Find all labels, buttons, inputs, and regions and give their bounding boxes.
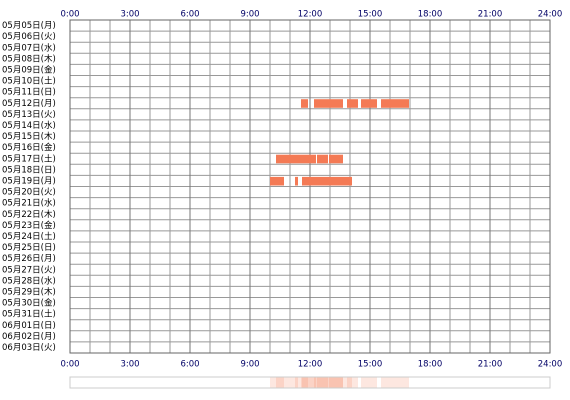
row-label: 05月24日(土) [2, 231, 56, 242]
x-tick-label: 18:00 [418, 360, 443, 370]
row-label: 05月05日(月) [2, 21, 56, 31]
activity-bar [329, 154, 343, 164]
row-label: 05月29日(木) [2, 286, 56, 297]
row-label: 05月15日(木) [2, 131, 56, 142]
x-tick-label: 6:00 [180, 10, 199, 20]
plot-frame [69, 19, 551, 354]
row-label: 05月20日(火) [2, 188, 56, 198]
summary-bar [347, 377, 358, 388]
summary-frame [69, 376, 551, 389]
x-tick-label: 12:00 [298, 10, 323, 20]
summary-bar [270, 377, 284, 388]
summary-bar [302, 377, 352, 388]
row-label: 05月25日(日) [2, 243, 56, 253]
row-label: 05月10日(土) [2, 76, 56, 87]
row-label: 05月13日(火) [2, 110, 56, 120]
activity-bar [361, 99, 377, 108]
activity-bar [381, 99, 409, 108]
summary-bar [361, 377, 377, 388]
row-label: 06月03日(火) [2, 343, 56, 353]
row-label: 05月18日(日) [2, 165, 56, 175]
summary-bar [314, 377, 343, 388]
row-label: 05月07日(水) [2, 42, 56, 53]
row-label: 05月06日(火) [2, 32, 56, 42]
x-tick-label: 9:00 [240, 10, 259, 20]
summary-bar [295, 377, 298, 388]
row-label: 05月27日(火) [2, 265, 56, 275]
row-label: 05月11日(日) [2, 88, 56, 98]
x-tick-label: 9:00 [240, 360, 259, 370]
row-label: 05月28日(水) [2, 275, 56, 286]
summary-bar [329, 377, 343, 388]
summary-bar [276, 377, 316, 388]
activity-bar [317, 154, 328, 164]
x-tick-label: 15:00 [358, 360, 383, 370]
row-label: 05月09日(金) [2, 64, 56, 75]
x-tick-label: 6:00 [180, 360, 199, 370]
x-tick-label: 12:00 [298, 360, 323, 370]
activity-bar [295, 176, 298, 186]
x-tick-label: 0:00 [60, 360, 79, 370]
x-tick-label: 18:00 [418, 10, 443, 20]
row-label: 05月23日(金) [2, 220, 56, 231]
row-label: 05月30日(金) [2, 298, 56, 309]
summary-bar [381, 377, 409, 388]
summary-bar [317, 377, 328, 388]
x-tick-label: 21:00 [478, 10, 503, 20]
row-label: 05月16日(金) [2, 142, 56, 153]
row-label: 05月31日(土) [2, 309, 56, 320]
row-label: 05月12日(月) [2, 99, 56, 109]
row-label: 05月19日(月) [2, 176, 56, 186]
activity-bar [347, 99, 358, 108]
row-label: 06月01日(日) [2, 321, 56, 331]
row-label: 05月21日(水) [2, 198, 56, 209]
row-label: 06月02日(月) [2, 332, 56, 342]
row-label: 05月14日(水) [2, 120, 56, 131]
row-label: 05月17日(土) [2, 153, 56, 164]
x-tick-label: 3:00 [120, 10, 139, 20]
row-label: 05月26日(月) [2, 254, 56, 264]
activity-bar [314, 99, 343, 108]
summary-bar [301, 377, 308, 388]
x-tick-label: 3:00 [120, 360, 139, 370]
activity-bar [302, 176, 352, 186]
activity-bar [276, 154, 316, 164]
x-tick-label: 21:00 [478, 360, 503, 370]
x-tick-label: 15:00 [358, 10, 383, 20]
activity-bar [270, 176, 284, 186]
x-tick-label: 0:00 [60, 10, 79, 20]
activity-bar [301, 99, 308, 108]
x-tick-label: 24:00 [538, 10, 563, 20]
row-label: 05月08日(木) [2, 53, 56, 64]
x-tick-label: 24:00 [538, 360, 563, 370]
row-label: 05月22日(木) [2, 209, 56, 220]
